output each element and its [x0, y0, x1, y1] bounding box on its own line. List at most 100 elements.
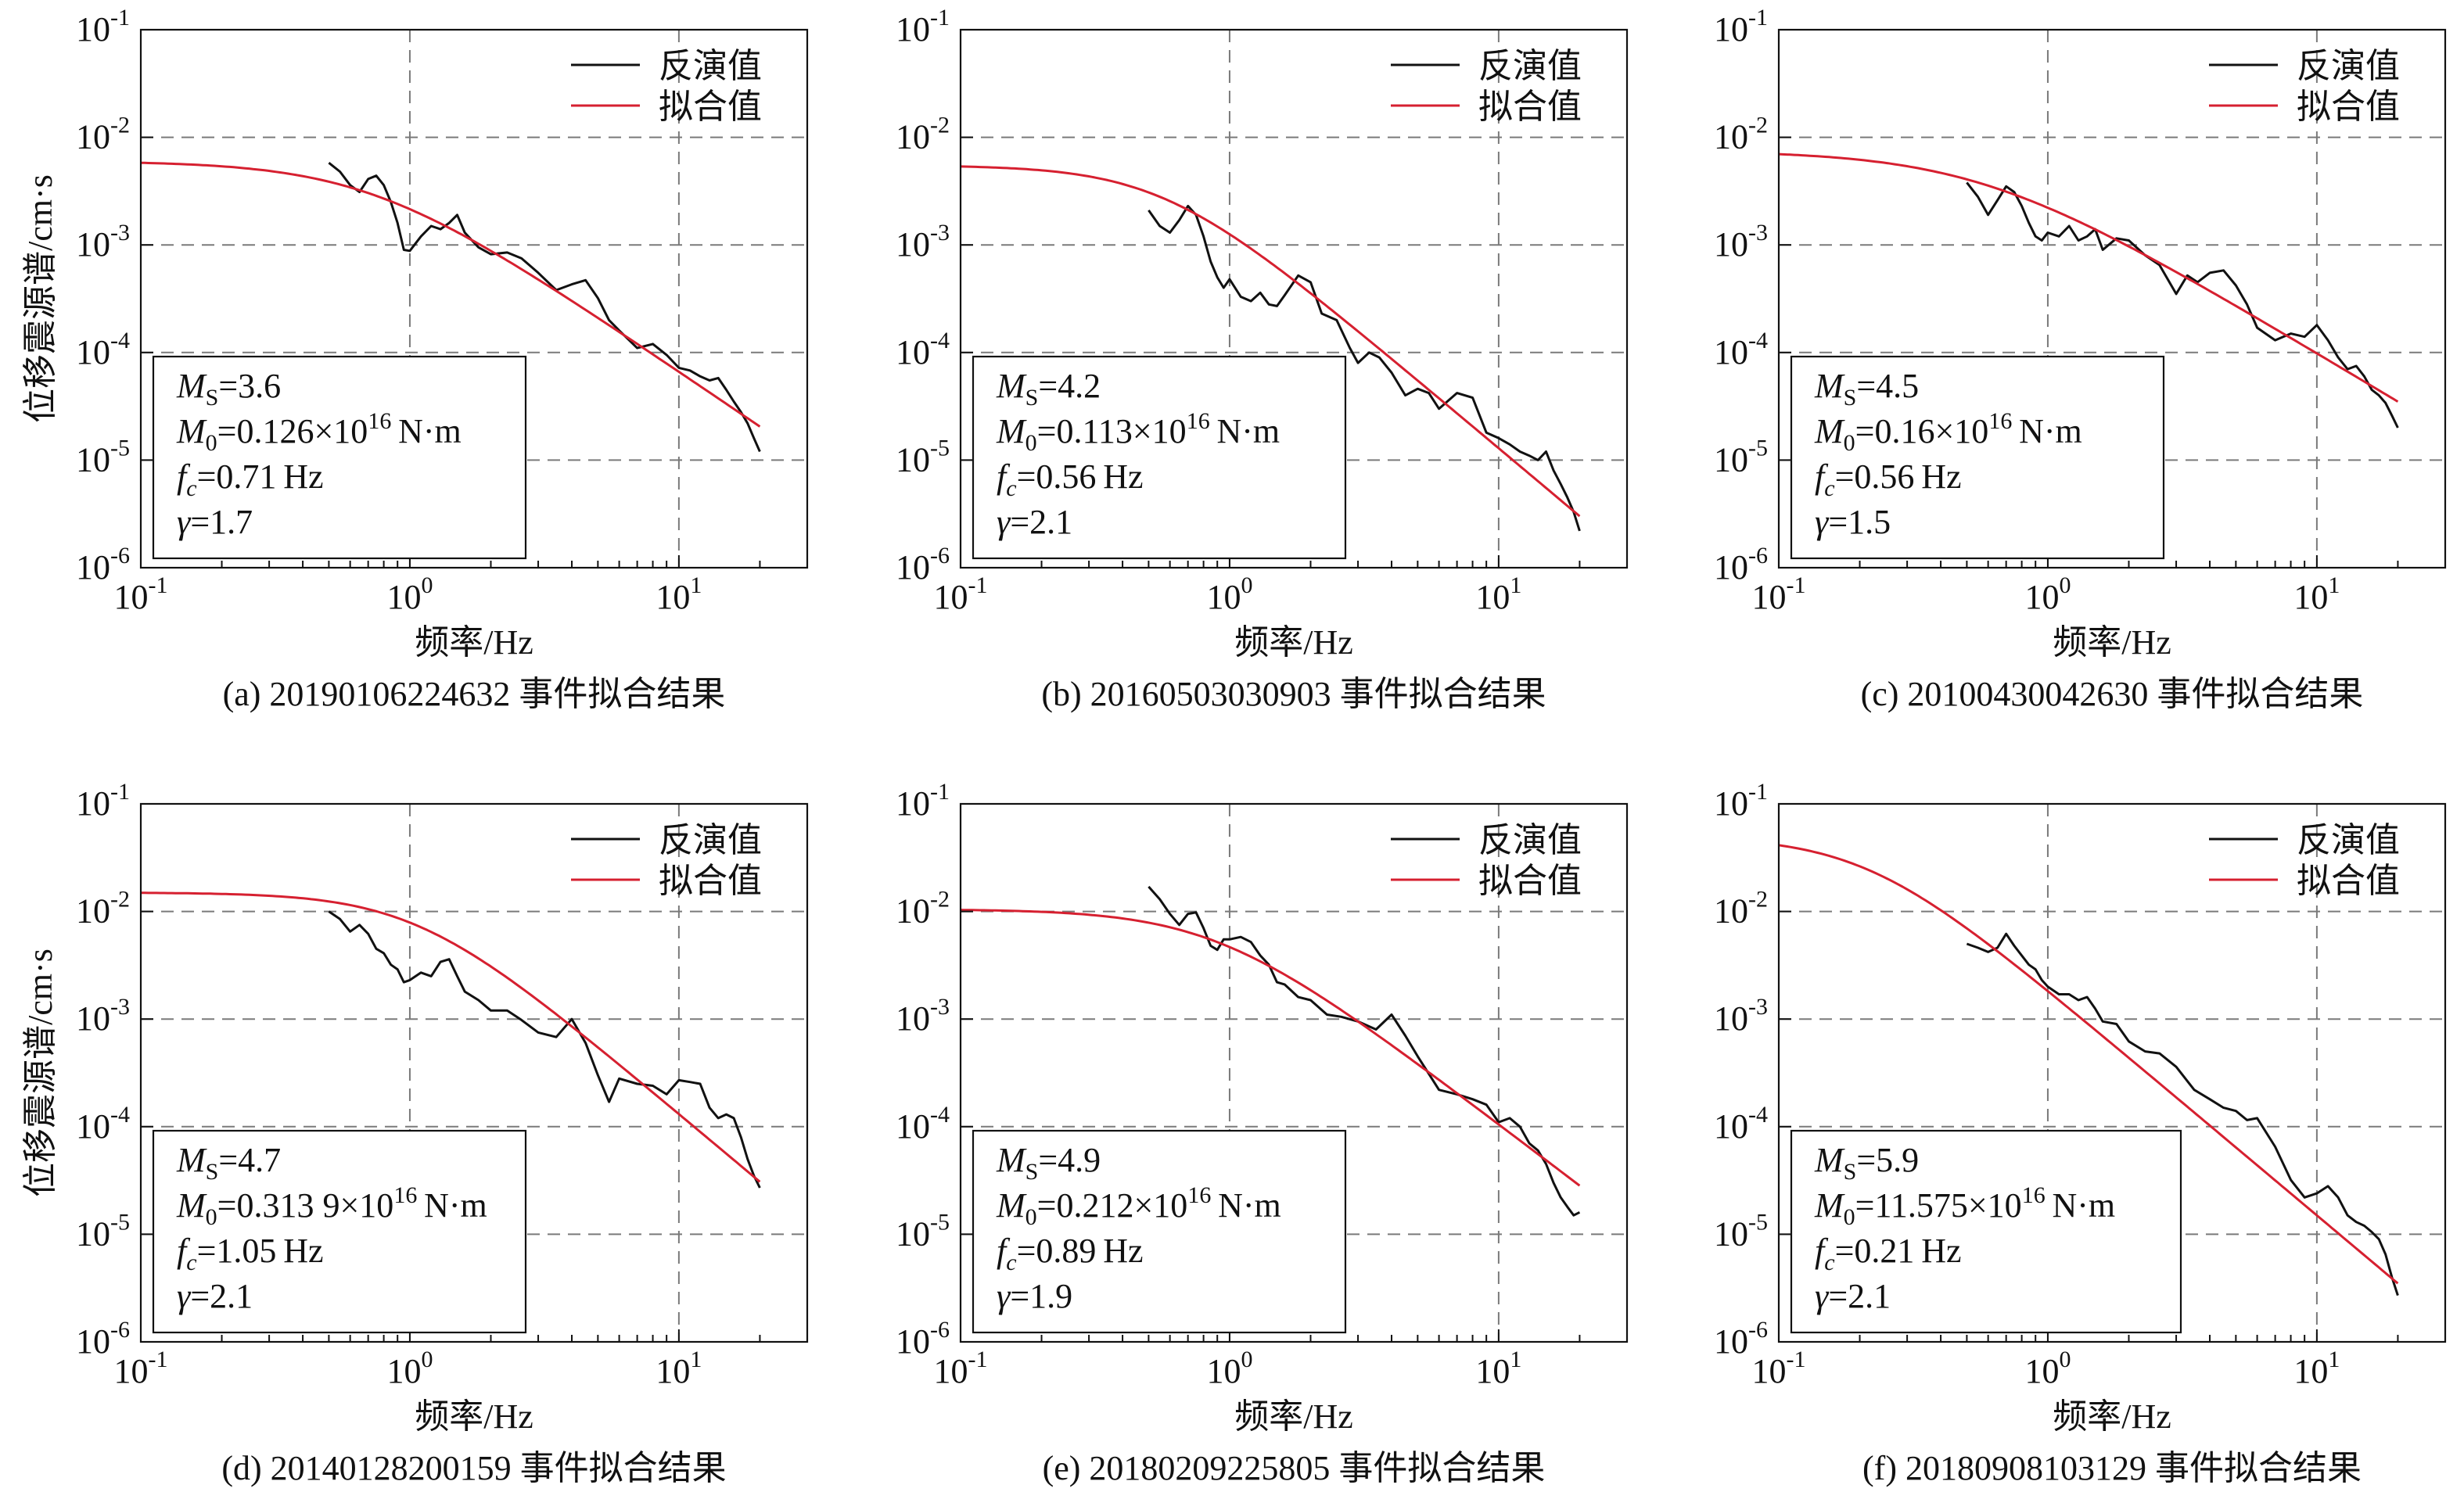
chart-panel: 10-1 100 10110-610-510-410-310-210-1频率/Hz位…: [21, 779, 809, 1487]
corner-frequency-value: 0.56: [1036, 457, 1096, 496]
falloff-text: γ=2.1: [177, 1277, 253, 1315]
x-tick-label: 10-1: [1752, 572, 1806, 616]
y-tick-label: 10-2: [896, 113, 950, 156]
corner-frequency-value: 0.71: [216, 457, 276, 496]
legend-label-inverted: 反演值: [659, 47, 762, 85]
y-tick-label: 10-4: [896, 1102, 950, 1146]
falloff-value: 2.1: [1029, 503, 1072, 541]
panel-caption: (e) 20180209225805 事件拟合结果: [1043, 1449, 1546, 1487]
x-tick-label: 100: [386, 1347, 433, 1390]
y-tick-label: 10-5: [76, 435, 130, 479]
x-tick-label: 101: [656, 1347, 702, 1390]
corner-frequency-text: fc=0.56 Hz: [1815, 457, 1962, 501]
corner-frequency-value: 1.05: [216, 1232, 276, 1270]
falloff-text: γ=2.1: [997, 503, 1072, 541]
magnitude-value: 4.2: [1058, 367, 1101, 405]
fitted-curve: [140, 161, 761, 428]
falloff-text: γ=1.7: [177, 503, 253, 541]
magnitude-text: MS=3.6: [176, 367, 281, 411]
corner-frequency-value: 0.56: [1854, 457, 1914, 496]
y-tick-label: 10-6: [1714, 1317, 1768, 1361]
x-tick-label: 10-1: [114, 1347, 168, 1390]
moment-value: 0.126: [236, 412, 314, 450]
legend-label-fitted: 拟合值: [659, 88, 762, 126]
plot-frame: [959, 802, 1629, 1343]
y-tick-label: 10-6: [76, 543, 130, 586]
falloff-value: 2.1: [1848, 1277, 1891, 1315]
moment-value: 0.16: [1874, 412, 1934, 450]
y-tick-label: 10-4: [1714, 1102, 1768, 1146]
y-tick-label: 10-4: [76, 1102, 130, 1146]
x-axis-label: 频率/Hz: [415, 1397, 533, 1436]
falloff-text: γ=1.9: [997, 1277, 1072, 1315]
falloff-value: 1.5: [1848, 503, 1891, 541]
y-tick-label: 10-2: [76, 887, 130, 931]
y-tick-label: 10-5: [896, 435, 950, 479]
magnitude-text: MS=5.9: [1814, 1141, 1919, 1185]
fitted-curve: [960, 909, 1581, 1187]
y-tick-label: 10-3: [896, 220, 950, 264]
y-tick-label: 10-1: [1714, 779, 1768, 823]
x-axis-label: 频率/Hz: [1234, 1397, 1353, 1436]
moment-text: M0=0.212×1016 N·m: [996, 1182, 1281, 1230]
legend-label-inverted: 反演值: [1478, 47, 1582, 85]
corner-frequency-text: fc=0.56 Hz: [997, 457, 1144, 501]
x-axis-label: 频率/Hz: [2053, 1397, 2171, 1436]
corner-frequency-text: fc=1.05 Hz: [177, 1232, 324, 1275]
y-tick-label: 10-1: [76, 5, 130, 48]
y-tick-label: 10-4: [896, 328, 950, 371]
magnitude-value: 3.6: [238, 367, 281, 405]
magnitude-text: MS=4.7: [176, 1141, 281, 1185]
moment-text: M0=0.313 9×1016 N·m: [176, 1182, 487, 1230]
y-tick-label: 10-1: [896, 779, 950, 823]
corner-frequency-text: fc=0.89 Hz: [997, 1232, 1144, 1275]
falloff-value: 1.7: [210, 503, 253, 541]
legend-label-inverted: 反演值: [2297, 821, 2400, 859]
x-tick-label: 101: [1475, 1347, 1521, 1390]
y-tick-label: 10-4: [1714, 328, 1768, 371]
legend-label-fitted: 拟合值: [2297, 862, 2400, 900]
falloff-text: γ=2.1: [1815, 1277, 1891, 1315]
magnitude-value: 5.9: [1876, 1141, 1919, 1179]
x-axis-label: 频率/Hz: [415, 623, 533, 662]
parameter-box: [152, 1129, 527, 1334]
legend-label-fitted: 拟合值: [2297, 88, 2400, 126]
plot-frame: [959, 28, 1629, 569]
y-tick-label: 10-2: [76, 113, 130, 156]
x-tick-label: 100: [1206, 572, 1252, 616]
moment-value: 0.313 9: [236, 1186, 339, 1225]
plot-frame: [1777, 802, 2447, 1343]
x-tick-label: 101: [1475, 572, 1521, 616]
x-tick-label: 101: [2293, 1347, 2340, 1390]
panel-caption: (d) 20140128200159 事件拟合结果: [221, 1449, 726, 1487]
y-tick-label: 10-3: [1714, 220, 1768, 264]
x-tick-label: 10-1: [934, 572, 988, 616]
falloff-value: 1.9: [1029, 1277, 1072, 1315]
magnitude-value: 4.9: [1058, 1141, 1101, 1179]
x-tick-label: 10-1: [1752, 1347, 1806, 1390]
fitted-curve: [1778, 152, 2399, 403]
inverted-curve: [1966, 181, 2399, 429]
legend-label-fitted: 拟合值: [1478, 862, 1582, 900]
y-tick-label: 10-1: [896, 5, 950, 48]
x-tick-label: 100: [386, 572, 433, 616]
chart-panel: 10-1 100 10110-610-510-410-310-210-1频率/Hz(…: [896, 779, 1629, 1487]
magnitude-value: 4.5: [1876, 367, 1919, 405]
panel-caption: (b) 20160503030903 事件拟合结果: [1041, 675, 1546, 713]
y-tick-label: 10-3: [76, 220, 130, 264]
chart-panel: 10-1 100 10110-610-510-410-310-210-1频率/Hz位…: [21, 5, 809, 713]
y-tick-label: 10-4: [76, 328, 130, 371]
y-tick-label: 10-2: [1714, 887, 1768, 931]
y-tick-label: 10-5: [896, 1209, 950, 1253]
magnitude-text: MS=4.5: [1814, 367, 1919, 411]
inverted-curve: [1148, 204, 1581, 532]
parameter-box: [152, 355, 527, 560]
y-tick-label: 10-3: [76, 994, 130, 1038]
magnitude-text: MS=4.9: [996, 1141, 1101, 1185]
y-tick-label: 10-2: [1714, 113, 1768, 156]
chart-panel: 10-1 100 10110-610-510-410-310-210-1频率/Hz(…: [1714, 779, 2447, 1487]
y-tick-label: 10-1: [1714, 5, 1768, 48]
panel-caption: (a) 20190106224632 事件拟合结果: [223, 675, 726, 713]
moment-text: M0=0.126×1016 N·m: [176, 408, 462, 456]
